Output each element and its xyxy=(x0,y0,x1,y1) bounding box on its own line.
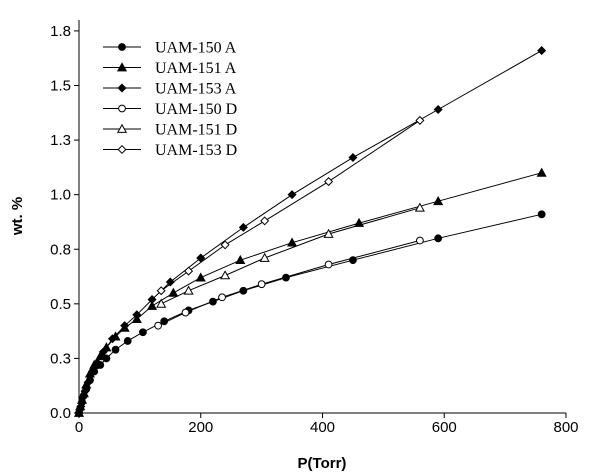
data-point-uam-150-a xyxy=(123,337,132,345)
data-point-uam-153-d xyxy=(220,240,230,250)
series-line-uam-150-a xyxy=(78,213,542,414)
data-point-uam-151-a xyxy=(235,254,246,265)
y-tick-label: 0.3 xyxy=(50,350,71,367)
data-point-uam-151-d xyxy=(220,270,231,280)
data-point-uam-151-d xyxy=(156,298,167,308)
data-point-uam-150-d xyxy=(416,236,424,245)
data-point-uam-153-a xyxy=(196,253,206,263)
x-tick-label: 400 xyxy=(310,419,335,436)
data-point-uam-153-a xyxy=(80,386,90,396)
legend-label-uam-150-a: UAM-150 A xyxy=(155,40,237,57)
data-point-uam-151-a xyxy=(147,300,158,310)
data-point-uam-153-a xyxy=(132,310,142,320)
data-point-uam-150-a xyxy=(434,234,443,243)
data-point-uam-151-a xyxy=(168,287,179,297)
legend-label-uam-151-a: UAM-151 A xyxy=(155,60,237,77)
data-point-uam-150-a xyxy=(537,210,546,219)
data-point-uam-153-a xyxy=(287,190,297,200)
data-point-uam-153-a xyxy=(83,377,93,387)
data-point-uam-153-a xyxy=(87,367,97,377)
data-point-uam-153-d xyxy=(324,177,334,187)
data-point-uam-153-d xyxy=(415,115,425,125)
data-point-uam-153-a xyxy=(433,105,443,115)
data-point-uam-150-d xyxy=(154,321,163,330)
x-axis-title: P(Torr) xyxy=(298,455,347,472)
data-point-uam-150-a xyxy=(111,345,120,354)
ticks: 0 200 400 600 800 0.0 0.3 0.5 0.8 1.0 1.3 1.5 1.8 xyxy=(50,23,578,436)
data-point-uam-150-a xyxy=(209,297,217,306)
data-point-uam-153-a xyxy=(348,153,358,163)
legend-marker-uam-153-a xyxy=(117,83,127,93)
data-point-uam-153-a xyxy=(76,401,86,411)
data-point-uam-150-a xyxy=(160,317,169,326)
x-tick-label: 0 xyxy=(75,419,83,436)
data-point-uam-151-d xyxy=(183,285,194,295)
data-point-uam-150-d xyxy=(218,293,226,302)
data-point-uam-150-d xyxy=(324,260,333,269)
data-point-uam-150-d xyxy=(181,308,190,317)
series-line-uam-153-a xyxy=(78,50,542,414)
data-point-uam-150-a xyxy=(349,256,357,265)
data-point-uam-150-a xyxy=(239,286,248,295)
series-lines xyxy=(78,50,542,414)
data-point-uam-153-a xyxy=(98,347,108,357)
legend-marker-uam-151-d xyxy=(116,123,128,133)
y-tick-label: 0.8 xyxy=(50,241,71,258)
series-line-uam-153-d xyxy=(160,119,421,292)
data-point-uam-153-a xyxy=(74,408,84,418)
data-point-uam-153-a xyxy=(238,222,248,232)
data-point-uam-151-d xyxy=(259,252,270,262)
data-point-uam-153-d xyxy=(156,286,166,296)
y-axis-title: wt. % xyxy=(9,197,26,236)
y-tick-label: 1.8 xyxy=(50,23,71,40)
y-tick-label: 0.5 xyxy=(50,296,71,313)
data-point-uam-153-a xyxy=(120,321,130,331)
y-tick-label: 0.0 xyxy=(50,405,71,422)
data-point-uam-153-d xyxy=(184,266,194,276)
x-tick-label: 800 xyxy=(553,419,578,436)
x-tick-label: 600 xyxy=(432,419,457,436)
legend-marker-uam-153-d xyxy=(117,144,127,155)
data-point-uam-153-d xyxy=(260,216,270,226)
legend-label-uam-153-a: UAM-153 A xyxy=(155,81,237,98)
legend: UAM-150 A UAM-151 A UAM-153 A UAM-150 D UAM-… xyxy=(103,40,237,159)
data-point-uam-150-a xyxy=(139,328,147,337)
data-point-uam-151-a xyxy=(195,272,206,282)
series-line-uam-151-a xyxy=(78,172,542,414)
legend-marker-uam-151-a xyxy=(116,62,128,72)
data-point-uam-150-a xyxy=(282,273,290,282)
data-point-uam-151-a xyxy=(353,217,365,227)
data-point-uam-153-a xyxy=(107,334,117,344)
data-point-uam-153-a xyxy=(78,393,88,403)
data-point-uam-151-a xyxy=(433,195,444,206)
data-point-uam-151-a xyxy=(287,237,298,247)
series-line-uam-151-d xyxy=(160,207,421,305)
data-point-uam-150-d xyxy=(257,280,266,289)
legend-marker-uam-150-d xyxy=(118,104,126,113)
data-point-uam-153-a xyxy=(147,294,157,304)
data-point-uam-151-a xyxy=(536,167,547,177)
legend-label-uam-150-d: UAM-150 D xyxy=(155,101,237,118)
x-tick-label: 200 xyxy=(188,419,213,436)
data-point-uam-151-d xyxy=(414,202,425,212)
series-markers xyxy=(73,46,547,418)
legend-label-uam-151-d: UAM-151 D xyxy=(155,122,237,139)
data-point-uam-151-d xyxy=(323,228,334,238)
y-tick-label: 1.0 xyxy=(50,187,71,204)
data-point-uam-153-a xyxy=(537,46,547,56)
y-tick-label: 1.5 xyxy=(50,78,71,95)
legend-label-uam-153-d: UAM-153 D xyxy=(155,142,237,159)
axes xyxy=(78,20,566,414)
legend-marker-uam-150-a xyxy=(118,43,126,51)
data-point-uam-151-a xyxy=(95,351,106,361)
y-tick-label: 1.3 xyxy=(50,132,71,149)
data-point-uam-153-a xyxy=(92,358,102,368)
data-point-uam-153-a xyxy=(165,277,175,287)
